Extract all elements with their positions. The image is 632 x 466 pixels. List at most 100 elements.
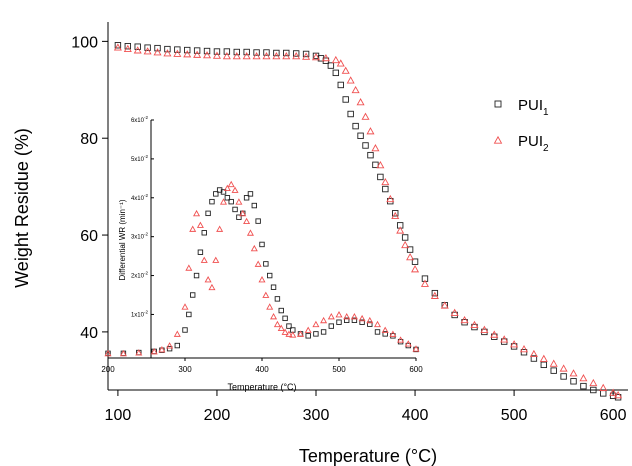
inset-point-PUI1 [232,206,238,213]
main-point-PUI1 [327,62,335,69]
main-point-PUI2 [559,364,568,372]
inset-plot: 200 300 400 500 600 1x10-2 2x10-2 3x10-2 4x10-2 5… [101,115,423,392]
main-point-PUI1 [580,382,587,390]
inset-point-PUI1 [382,331,388,337]
inset-point-PUI1 [270,284,277,290]
inset-y-axis-label: Differential WR (min⁻¹) [118,199,127,280]
inset-point-PUI2 [266,303,274,310]
inset-point-PUI2 [404,340,412,347]
inset-point-PUI1 [193,272,200,279]
inset-point-PUI1 [182,327,188,333]
inset-point-PUI2 [204,276,212,283]
inset-point-PUI2 [277,324,285,331]
inset-y-tick-label: 6x10-2 [131,115,149,124]
main-y-tick-label: 80 [80,131,98,148]
main-point-PUI1 [347,110,354,118]
main-point-PUI2 [203,51,212,59]
legend-label: PUI1 [518,97,549,118]
legend-marker-triangle [493,135,503,144]
main-point-PUI2 [331,55,340,64]
main-point-PUI2 [386,194,395,203]
main-x-tick-label: 400 [402,407,429,424]
main-point-PUI1 [292,50,300,57]
inset-point-PUI1 [166,345,173,352]
main-point-PUI1 [337,81,344,89]
main-point-PUI1 [164,45,171,53]
main-x-tick-label: 300 [303,407,330,424]
main-point-PUI2 [232,52,241,60]
main-point-PUI2 [341,66,350,74]
inset-point-PUI1 [213,191,219,197]
main-point-PUI2 [599,383,608,391]
inset-point-PUI2 [173,330,181,337]
main-point-PUI1 [174,46,181,53]
main-point-PUI2 [381,177,390,186]
inset-point-PUI1 [359,319,365,325]
inset-point-PUI2 [373,320,382,328]
inset-point-PUI1 [374,329,381,335]
main-point-PUI2 [262,52,271,60]
main-point-PUI1 [377,173,384,181]
main-point-PUI2 [133,46,142,54]
inset-x-tick-label: 600 [409,365,423,374]
inset-point-PUI2 [219,198,228,205]
main-point-PUI2 [401,240,410,249]
main-point-PUI1 [530,355,538,362]
main-point-PUI2 [371,144,380,152]
main-point-PUI1 [213,48,221,55]
main-point-PUI1 [352,122,359,130]
inset-point-PUI1 [255,218,261,224]
main-point-PUI1 [540,361,548,369]
main-point-PUI2 [460,315,469,324]
inset-point-PUI2 [181,303,189,310]
inset-point-PUI2 [296,330,305,337]
main-point-PUI2 [396,226,405,234]
main-point-PUI2 [539,354,548,362]
legend: PUI1 PUI2 [493,97,549,154]
main-point-PUI2 [242,52,251,60]
main-point-PUI1 [144,44,151,51]
main-point-PUI1 [431,289,439,297]
inset-y-tick-label: 1x10-2 [131,309,149,318]
inset-point-PUI1 [201,230,207,236]
main-point-PUI2 [411,265,420,273]
main-point-PUI1 [600,390,607,397]
main-point-PUI2 [579,374,588,382]
main-point-PUI2 [430,291,439,299]
inset-point-PUI1 [220,189,227,195]
main-point-PUI2 [272,52,281,60]
inset-point-PUI2 [285,330,293,337]
main-point-PUI1 [263,49,270,56]
inset-point-PUI2 [327,312,335,320]
main-point-PUI2 [470,320,479,329]
main-x-axis-label: Temperature (°C) [299,446,437,466]
inset-point-PUI1 [367,321,373,327]
inset-x-tick-label: 300 [178,365,192,374]
main-point-PUI1 [411,258,419,265]
inset-point-PUI2 [119,349,127,357]
inset-x-tick-label: 500 [332,365,346,374]
inset-point-PUI1 [274,296,281,302]
inset-point-PUI2 [281,328,289,335]
legend-entry-PUI1: PUI1 [494,97,549,118]
main-point-PUI2 [346,76,355,84]
main-point-PUI1 [570,378,577,385]
main-series-PUI2 [113,43,623,399]
inset-point-PUI2 [366,316,374,324]
main-point-PUI2 [569,369,578,377]
main-x-tick-label: 600 [600,407,627,424]
main-point-PUI2 [282,52,291,60]
main-point-PUI1 [184,46,191,54]
main-point-PUI1 [357,132,364,139]
inset-point-PUI2 [158,346,166,353]
main-point-PUI2 [153,48,162,56]
main-point-PUI1 [302,50,310,58]
main-point-PUI1 [392,210,399,217]
main-point-PUI2 [163,49,172,57]
inset-point-PUI2 [273,320,281,328]
inset-point-PUI2 [208,283,216,291]
main-y-axis-label: Weight Residue (%) [12,128,32,288]
main-point-PUI2 [510,340,519,348]
main-point-PUI1 [193,47,201,54]
main-series-PUI1 [114,42,622,401]
